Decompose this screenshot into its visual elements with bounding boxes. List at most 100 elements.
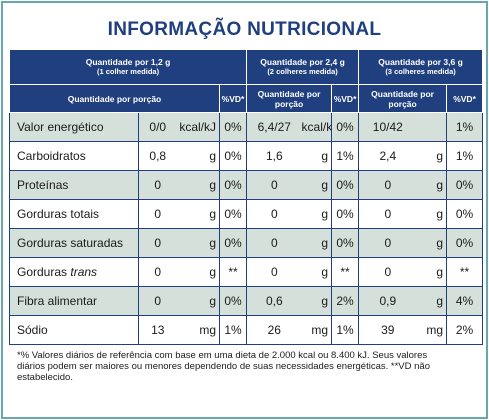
amount: 1,6 <box>246 141 302 171</box>
vd-header: %VD* <box>446 84 484 113</box>
unit <box>416 112 448 142</box>
nutrient-name: Fibra alimentar <box>9 286 139 316</box>
amount: 0 <box>138 170 177 200</box>
daily-value: 1% <box>331 315 360 345</box>
unit: g <box>176 228 220 258</box>
unit: g <box>301 199 333 229</box>
unit: g <box>416 228 448 258</box>
daily-value: 0% <box>218 199 248 229</box>
daily-value: 0% <box>446 228 484 258</box>
unit: g <box>301 141 333 171</box>
unit: g <box>416 199 448 229</box>
unit: g <box>416 141 448 171</box>
group-header: Quantidade por 1,2 g (1 colher medida) <box>8 49 248 85</box>
nutrient-name: Gorduras saturadas <box>9 228 139 258</box>
nutrient-name: Sódio <box>9 315 139 345</box>
amount: 6,4/27 <box>246 112 302 142</box>
amount: 10/42 <box>358 112 417 142</box>
nutrition-table: Quantidade por 1,2 g (1 colher medida) Qua… <box>8 49 484 345</box>
group-label: Quantidade por 3,6 g <box>378 57 463 67</box>
nutrient-row: Carboidratos 0,8 g 0% 1,6 g 1% 2,4 g 1% <box>9 141 484 171</box>
vd-header: %VD* <box>218 84 248 113</box>
group-header: Quantidade por 3,6 g (3 colheres medida) <box>358 49 484 85</box>
group-sublabel: (1 colher medida) <box>96 67 160 76</box>
daily-value: 0% <box>218 228 248 258</box>
amount: 39 <box>358 315 417 345</box>
amount: 0,8 <box>138 141 177 171</box>
group-sublabel: (2 colheres medida) <box>267 67 338 76</box>
nutrient-label: Gorduras totais <box>17 207 100 221</box>
daily-value: ** <box>446 257 484 287</box>
group-sublabel: (3 colheres medida) <box>385 67 456 76</box>
nutrient-row: Gorduras trans 0 g ** 0 g ** 0 g ** <box>9 257 484 287</box>
nutrient-row: Gorduras saturadas 0 g 0% 0 g 0% 0 g 0% <box>9 228 484 258</box>
daily-value: 2% <box>446 315 484 345</box>
nutrient-row: Proteínas 0 g 0% 0 g 0% 0 g 0% <box>9 170 484 200</box>
amount: 0 <box>358 170 417 200</box>
amount: 0 <box>138 257 177 287</box>
daily-value: 2% <box>331 286 360 316</box>
unit: mg <box>301 315 333 345</box>
amount: 0/0 <box>138 112 177 142</box>
amount: 0 <box>246 199 302 229</box>
daily-value: 1% <box>331 141 360 171</box>
vd-header: %VD* <box>331 84 360 113</box>
portion-header: Quantidade por porção <box>9 84 220 113</box>
amount: 0 <box>358 257 417 287</box>
amount: 0 <box>358 228 417 258</box>
nutrient-label: Gorduras <box>17 265 68 279</box>
amount: 0 <box>138 228 177 258</box>
amount: 13 <box>138 315 177 345</box>
daily-value: 1% <box>446 141 484 171</box>
group-label: Quantidade por 1,2 g <box>85 57 171 67</box>
unit: g <box>416 170 448 200</box>
unit: kcal/kJ <box>176 112 220 142</box>
unit: g <box>416 257 448 287</box>
daily-value: 0% <box>218 141 248 171</box>
amount: 0,6 <box>246 286 302 316</box>
daily-value: 0% <box>331 112 360 142</box>
nutrient-row: Valor energético0/0kcal/kJ0%6,4/27kcal/k… <box>9 112 484 142</box>
unit: g <box>416 286 448 316</box>
nutrient-name: Carboidratos <box>9 141 139 171</box>
portion-header: Quantidade por porção <box>358 84 448 113</box>
nutrient-label: Fibra alimentar <box>17 294 98 308</box>
header-row: Quantidade por 1,2 g (1 colher medida) Qua… <box>8 49 484 85</box>
unit: g <box>176 141 220 171</box>
amount: 0 <box>246 228 302 258</box>
daily-value: 0% <box>218 170 248 200</box>
unit: mg <box>416 315 448 345</box>
nutrient-row: Gorduras totais 0 g 0% 0 g 0% 0 g 0% <box>9 199 484 229</box>
amount: 0 <box>358 199 417 229</box>
nutrient-label: Proteínas <box>17 178 69 192</box>
group-header: Quantidade por 2,4 g (2 colheres medida) <box>246 49 360 85</box>
nutrient-name: Gorduras totais <box>9 199 139 229</box>
unit: g <box>301 257 333 287</box>
nutrient-label: Valor energético <box>17 120 104 134</box>
nutrient-label: Carboidratos <box>17 149 86 163</box>
nutrient-label-italic: trans <box>70 265 98 279</box>
nutrient-label: Sódio <box>17 323 48 337</box>
title: INFORMAÇÃO NUTRICIONAL <box>107 19 382 40</box>
daily-value: 0% <box>331 228 360 258</box>
amount: 0 <box>138 199 177 229</box>
nutrient-label: Gorduras saturadas <box>17 236 124 250</box>
unit: g <box>301 228 333 258</box>
amount: 0 <box>246 170 302 200</box>
nutrient-name: Valor energético <box>9 112 139 142</box>
daily-value: 0% <box>218 286 248 316</box>
unit: g <box>176 286 220 316</box>
amount: 0,9 <box>358 286 417 316</box>
amount: 0 <box>138 286 177 316</box>
daily-value: ** <box>218 257 248 287</box>
nutrient-name: Proteínas <box>9 170 139 200</box>
daily-value: ** <box>331 257 360 287</box>
portion-header: Quantidade por porção <box>246 84 333 113</box>
amount: 0 <box>246 257 302 287</box>
nutrient-name: Gorduras trans <box>9 257 139 287</box>
unit: kcal/kJ <box>301 112 333 142</box>
daily-value: 0% <box>446 170 484 200</box>
daily-value: 1% <box>446 112 484 142</box>
unit: g <box>176 170 220 200</box>
